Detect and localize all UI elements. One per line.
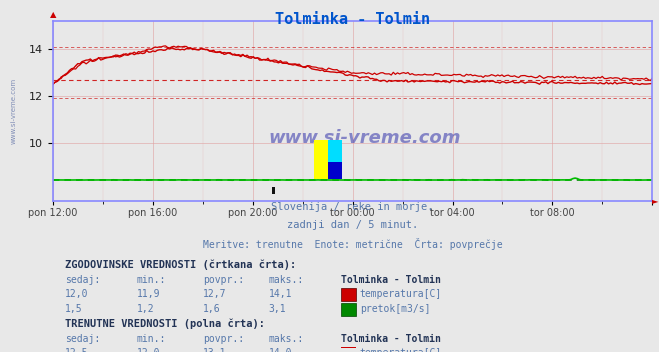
Text: 14,1: 14,1 [269,289,292,300]
Text: 1,6: 1,6 [203,304,220,314]
Text: 12,5: 12,5 [65,348,88,352]
Text: Tolminka - Tolmin: Tolminka - Tolmin [341,275,440,285]
Bar [328,162,343,180]
Text: min.:: min.: [136,275,166,285]
Text: TRENUTNE VREDNOSTI (polna črta):: TRENUTNE VREDNOSTI (polna črta): [65,319,265,329]
Text: 1,5: 1,5 [65,304,82,314]
Text: povpr.:: povpr.: [203,275,244,285]
Text: ▲: ▲ [49,10,56,19]
Bar [341,288,356,301]
Text: sedaj:: sedaj: [65,275,100,285]
Text: 3,1: 3,1 [269,304,286,314]
Text: zadnji dan / 5 minut.: zadnji dan / 5 minut. [287,220,418,230]
Text: maks.:: maks.: [269,334,304,344]
Text: min.:: min.: [136,334,166,344]
Text: www.si-vreme.com: www.si-vreme.com [268,129,461,147]
Text: pretok[m3/s]: pretok[m3/s] [360,304,430,314]
Bar [314,140,328,180]
Text: 13,1: 13,1 [203,348,226,352]
Text: Tolminka - Tolmin: Tolminka - Tolmin [275,12,430,27]
Text: povpr.:: povpr.: [203,334,244,344]
Bar [328,140,343,162]
Text: temperatura[C]: temperatura[C] [360,289,442,300]
Text: 11,9: 11,9 [136,289,160,300]
Text: maks.:: maks.: [269,275,304,285]
Text: Tolminka - Tolmin: Tolminka - Tolmin [341,334,440,344]
Text: 14,0: 14,0 [269,348,292,352]
Text: Meritve: trenutne  Enote: metrične  Črta: povprečje: Meritve: trenutne Enote: metrične Črta: … [203,238,502,250]
Text: Slovenija / reke in morje.: Slovenija / reke in morje. [272,202,434,213]
Bar [341,303,356,316]
Text: ZGODOVINSKE VREDNOSTI (črtkana črta):: ZGODOVINSKE VREDNOSTI (črtkana črta): [65,260,296,270]
Bar [341,347,356,352]
Text: 1,2: 1,2 [136,304,154,314]
Text: www.si-vreme.com: www.si-vreme.com [11,78,16,144]
Text: sedaj:: sedaj: [65,334,100,344]
Text: 12,0: 12,0 [65,289,88,300]
Text: 12,0: 12,0 [136,348,160,352]
Text: ►: ► [652,196,659,206]
Bar [272,187,275,194]
Text: temperatura[C]: temperatura[C] [360,348,442,352]
Text: 12,7: 12,7 [203,289,226,300]
